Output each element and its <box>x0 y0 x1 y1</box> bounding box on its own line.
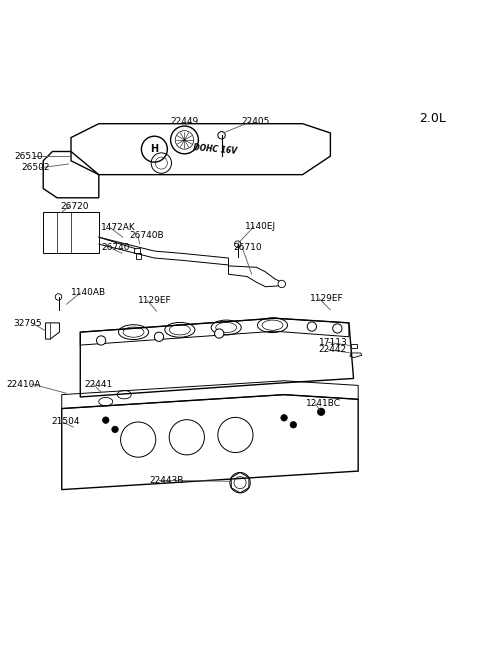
Text: 26720: 26720 <box>61 202 89 211</box>
Text: 1472AK: 1472AK <box>101 223 136 233</box>
Text: 1241BC: 1241BC <box>306 400 341 409</box>
Bar <box>133 248 141 253</box>
Bar <box>351 344 357 348</box>
Circle shape <box>218 132 225 139</box>
Text: 22443B: 22443B <box>150 476 184 485</box>
Text: DOHC 16V: DOHC 16V <box>192 143 237 156</box>
Bar <box>136 253 142 259</box>
Text: 32795: 32795 <box>13 319 42 328</box>
Circle shape <box>55 293 62 300</box>
Text: 22442: 22442 <box>319 345 347 354</box>
Text: 26740: 26740 <box>101 244 130 252</box>
Text: 1140AB: 1140AB <box>71 288 106 297</box>
Text: 26510: 26510 <box>14 151 43 160</box>
Circle shape <box>307 322 316 331</box>
Circle shape <box>333 324 342 333</box>
Circle shape <box>235 241 241 248</box>
Text: 26710: 26710 <box>233 244 262 252</box>
Text: 22405: 22405 <box>241 117 270 126</box>
Text: 26740B: 26740B <box>129 231 164 240</box>
Text: 2.0L: 2.0L <box>420 112 446 125</box>
Text: 22441: 22441 <box>84 379 112 388</box>
Circle shape <box>317 408 325 415</box>
Text: 1129EF: 1129EF <box>138 296 172 305</box>
Text: H: H <box>150 144 158 154</box>
Text: 17113: 17113 <box>319 338 348 346</box>
Text: 26502: 26502 <box>22 163 50 172</box>
Circle shape <box>278 280 286 288</box>
Circle shape <box>290 422 297 428</box>
Circle shape <box>215 329 224 338</box>
Bar <box>43 212 99 253</box>
Text: 1129EF: 1129EF <box>310 294 344 303</box>
Text: 22449: 22449 <box>170 117 198 126</box>
Text: 1140EJ: 1140EJ <box>245 222 276 231</box>
Text: 21504: 21504 <box>51 417 80 426</box>
Circle shape <box>281 415 288 421</box>
Circle shape <box>103 417 109 423</box>
Circle shape <box>155 332 164 341</box>
Circle shape <box>96 336 106 345</box>
Circle shape <box>112 426 118 433</box>
Text: 22410A: 22410A <box>6 379 41 388</box>
